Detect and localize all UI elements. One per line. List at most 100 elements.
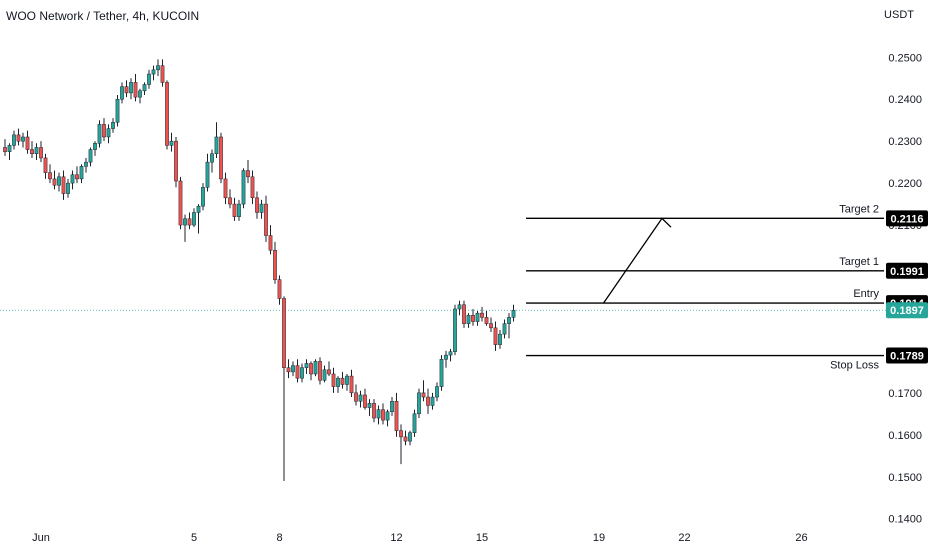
current-price-badge: 0.1897 <box>890 305 924 317</box>
candle-body <box>300 367 304 379</box>
candle-body <box>367 403 372 408</box>
candle-body <box>417 392 421 415</box>
candle-body <box>484 317 489 324</box>
candle-body <box>502 323 507 335</box>
candle-body <box>187 218 192 226</box>
candle-body <box>48 172 52 180</box>
candle-body <box>43 157 48 173</box>
candle-body <box>358 394 363 402</box>
candle-body <box>309 363 313 375</box>
candle-body <box>223 178 228 199</box>
level-label: Stop Loss <box>830 360 879 372</box>
candle-body <box>160 65 165 83</box>
time-tick-label: 22 <box>678 532 690 544</box>
candle-body <box>97 124 102 144</box>
candle-body <box>444 354 448 360</box>
candle-body <box>196 205 201 213</box>
candle-body <box>16 134 21 142</box>
candle-body <box>457 304 462 310</box>
candle-body <box>511 309 516 318</box>
candle-body <box>75 174 79 180</box>
candle-body <box>471 315 475 322</box>
candle-body <box>268 235 273 251</box>
time-axis[interactable]: Jun 5 8 12 15 19 22 26 <box>32 532 808 544</box>
time-tick-label: 8 <box>276 532 282 544</box>
candle-body <box>507 317 511 324</box>
candle-body <box>390 401 394 412</box>
price-tick-label: 0.2500 <box>888 52 922 64</box>
candle-body <box>246 170 250 178</box>
candle-body <box>52 178 57 186</box>
level-label: Target 1 <box>839 256 879 268</box>
candle-body <box>448 351 453 356</box>
time-tick-label: 5 <box>191 532 197 544</box>
level-label: Target 2 <box>839 203 879 215</box>
candle-body <box>403 436 408 442</box>
candle-body <box>421 392 426 398</box>
time-tick-label: Jun <box>32 532 50 544</box>
price-tick-label: 0.2400 <box>888 94 922 106</box>
candle-body <box>259 203 264 213</box>
candle-body <box>178 180 183 226</box>
candle-body <box>394 401 399 431</box>
candle-body <box>318 361 322 381</box>
time-tick-label: 26 <box>795 532 807 544</box>
candle-body <box>426 396 430 406</box>
candle-body <box>489 323 493 329</box>
candle-body <box>354 392 358 402</box>
candle-body <box>84 161 88 167</box>
candle-body <box>232 203 237 217</box>
candle-body <box>79 166 84 180</box>
candle-body <box>174 140 178 182</box>
candle-body <box>156 65 160 71</box>
price-axis[interactable]: 0.25000.24000.23000.22000.21000.17000.16… <box>888 52 922 525</box>
current-price-badge-bg <box>886 302 928 319</box>
level-price-badge: 0.1991 <box>890 266 924 278</box>
candle-body <box>250 176 255 199</box>
candle-body <box>93 143 97 150</box>
candle-body <box>88 149 93 163</box>
candle-body <box>475 312 480 322</box>
candle-body <box>21 136 25 142</box>
candle-body <box>381 409 385 421</box>
time-tick-label: 19 <box>593 532 605 544</box>
candle-body <box>70 174 75 184</box>
price-tick-label: 0.1700 <box>888 388 922 400</box>
symbol-title[interactable]: WOO Network / Tether, 4h, KUCOIN <box>6 9 200 23</box>
candle-body <box>219 136 223 180</box>
level-price-badge: 0.2116 <box>890 213 923 225</box>
candle-body <box>286 367 291 373</box>
candle-body <box>57 176 61 186</box>
candle-body <box>61 176 66 194</box>
candle-body <box>277 279 282 299</box>
level-label: Entry <box>853 288 879 300</box>
level-price-badge-bg <box>886 262 928 279</box>
candle-body <box>241 170 246 205</box>
level-price-badge-bg <box>886 210 928 227</box>
candle-body <box>340 377 345 385</box>
price-tick-label: 0.1600 <box>888 430 922 442</box>
candle-body <box>12 134 16 146</box>
candle-body <box>453 308 457 352</box>
time-tick-label: 12 <box>390 532 402 544</box>
candle-body <box>376 409 381 419</box>
candle-body <box>327 369 331 375</box>
candle-body <box>331 373 336 387</box>
candle-body <box>183 218 187 226</box>
price-tick-label: 0.1500 <box>888 472 922 484</box>
candle-body <box>228 197 232 205</box>
candle-body <box>3 147 7 152</box>
projection-arrow-group <box>602 217 672 304</box>
candle-body <box>25 136 30 150</box>
candle-body <box>111 122 115 129</box>
candle-body <box>399 430 403 438</box>
candle-body <box>480 312 484 318</box>
candle-body <box>345 375 349 385</box>
candle-body <box>264 203 268 236</box>
candle-body <box>192 212 196 226</box>
candle-body <box>336 377 340 387</box>
candle-body <box>363 394 367 408</box>
price-tick-label: 0.2300 <box>888 136 922 148</box>
